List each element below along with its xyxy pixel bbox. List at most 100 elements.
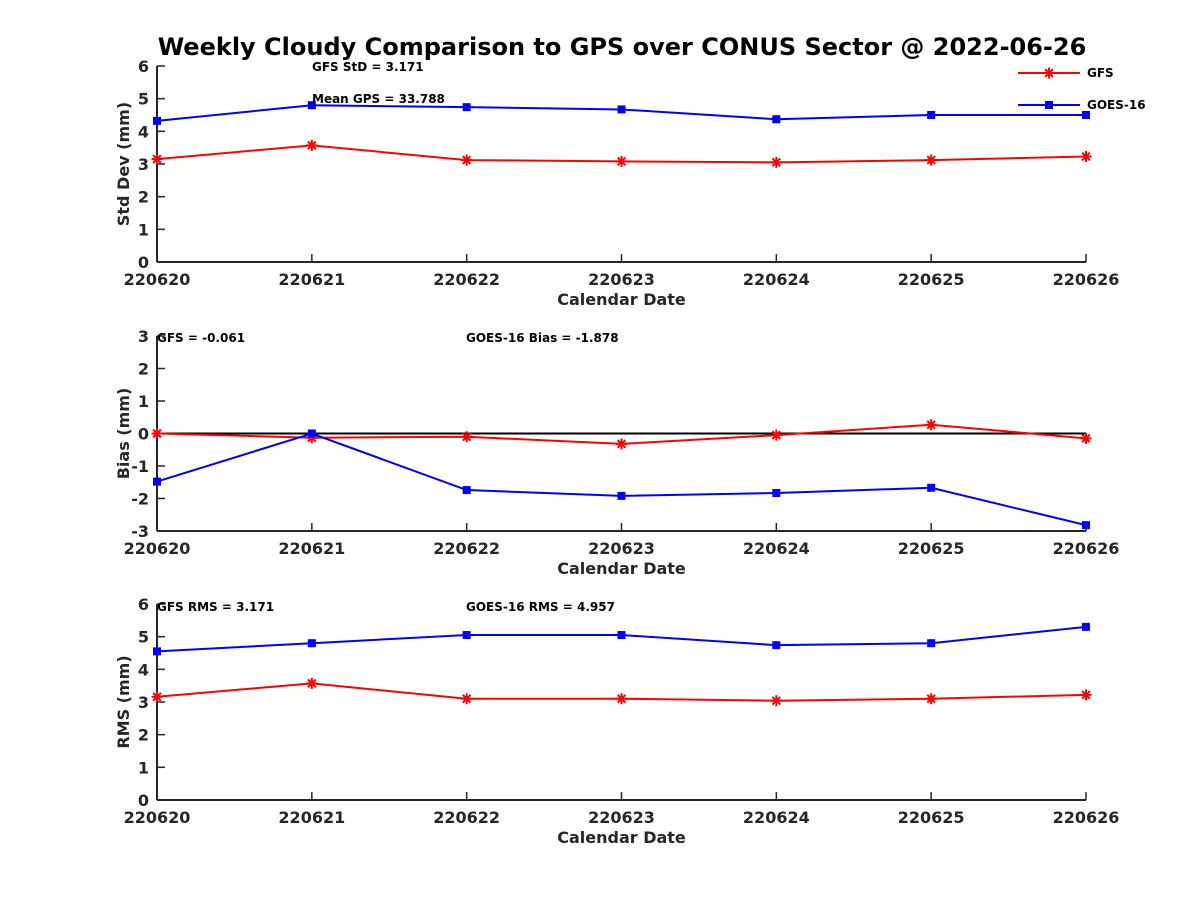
std-ytick-label-1: 1 xyxy=(138,220,149,239)
bias-xtick-label-3: 220623 xyxy=(588,539,655,558)
std-series-gfs-point-4-stroke-3 xyxy=(771,157,781,167)
bias-xtick-label-1: 220621 xyxy=(278,539,345,558)
bias-series-goes16-point-2 xyxy=(462,486,471,495)
legend-entry-gfs: GFS xyxy=(1018,66,1114,80)
bias-ylabel: Bias (mm) xyxy=(114,388,133,480)
rms-xtick-label-1: 220621 xyxy=(278,808,345,827)
rms-ylabel: RMS (mm) xyxy=(114,655,133,748)
std-series-goes16-point-0 xyxy=(153,116,161,125)
std-ytick-label-4: 4 xyxy=(138,122,149,141)
std-series-goes16-point-2 xyxy=(462,103,471,112)
rms-series-goes16-point-3 xyxy=(617,631,626,640)
rms-series-goes16-point-4 xyxy=(772,641,781,650)
std-ylabel: Std Dev (mm) xyxy=(114,102,133,226)
bias-ytick-label-6: 3 xyxy=(138,327,149,346)
std-ytick-label-6: 6 xyxy=(138,57,149,76)
bias-ytick-label-3: 0 xyxy=(138,425,149,444)
legend-marker-gfs-glyph xyxy=(1043,67,1055,79)
std-ytick-label-2: 2 xyxy=(138,188,149,207)
bias-series-gfs-point-6-stroke-3 xyxy=(1081,433,1091,443)
legend-label-gfs: GFS xyxy=(1087,66,1114,80)
std-series-gfs-point-6 xyxy=(1080,150,1092,162)
legend-label-goes16: GOES-16 xyxy=(1087,98,1146,112)
std-xtick-label-3: 220623 xyxy=(588,270,655,289)
std-xtick-label-4: 220624 xyxy=(743,270,810,289)
std-series-goes16-point-4 xyxy=(772,115,781,124)
bias-series-gfs-point-5 xyxy=(925,419,937,431)
rms-series-gfs-point-1-stroke-3 xyxy=(307,678,317,688)
rms-xtick-label-5: 220625 xyxy=(898,808,965,827)
bias-xtick-label-5: 220625 xyxy=(898,539,965,558)
rms-series-gfs-point-3 xyxy=(616,693,627,705)
std-series-gfs-point-4 xyxy=(770,156,782,168)
rms-ytick-label-4: 4 xyxy=(138,660,149,679)
legend-marker-gfs xyxy=(1043,67,1055,79)
bias-xtick-label-6: 220626 xyxy=(1053,539,1120,558)
rms-ytick-label-2: 2 xyxy=(138,726,149,745)
rms-series-gfs-point-6 xyxy=(1080,689,1092,701)
bias-xtick-label-2: 220622 xyxy=(433,539,500,558)
std-series-goes16-point-6 xyxy=(1082,111,1090,119)
legend-entry-goes16: GOES-16 xyxy=(1018,98,1146,112)
rms-annotation-1: GOES-16 RMS = 4.957 xyxy=(466,600,615,614)
rms-xtick-label-4: 220624 xyxy=(743,808,810,827)
std-xtick-label-6: 220626 xyxy=(1053,270,1120,289)
std-xtick-label-1: 220621 xyxy=(278,270,345,289)
bias-series-goes16-point-0 xyxy=(153,477,161,486)
std-ytick-label-3: 3 xyxy=(138,155,149,174)
rms-series-gfs-point-4-stroke-3 xyxy=(771,696,781,706)
rms-series-goes16-point-0 xyxy=(153,647,161,656)
std-series-goes16-point-1 xyxy=(307,101,316,110)
std-series-gfs-point-3 xyxy=(616,155,627,167)
bias-series-gfs-point-4-stroke-3 xyxy=(771,430,781,440)
bias-series-goes16-point-5 xyxy=(927,483,936,492)
rms-series-gfs-point-2 xyxy=(461,693,473,705)
rms-series-goes16-point-6 xyxy=(1082,622,1090,631)
bias-xtick-label-4: 220624 xyxy=(743,539,810,558)
bias-series-goes16-point-6 xyxy=(1082,521,1090,530)
std-series-gfs-point-2 xyxy=(461,154,473,166)
std-xlabel: Calendar Date xyxy=(557,290,686,309)
std-annotation-0: GFS StD = 3.171 xyxy=(312,60,424,74)
std-series-gfs-point-6-stroke-3 xyxy=(1081,151,1091,162)
legend-marker-goes16-glyph xyxy=(1045,101,1053,109)
rms-series-goes16-point-2 xyxy=(462,631,471,640)
std-xtick-label-5: 220625 xyxy=(898,270,965,289)
rms-xtick-label-3: 220623 xyxy=(588,808,655,827)
std-ytick-label-0: 0 xyxy=(138,253,149,272)
bias-ytick-label-0: -3 xyxy=(131,522,149,541)
rms-ytick-label-6: 6 xyxy=(138,595,149,614)
rms-series-gfs-point-0-stroke-3 xyxy=(152,692,162,702)
std-series-gfs-point-1 xyxy=(306,139,318,151)
bias-series-gfs-point-0-stroke-3 xyxy=(152,428,162,439)
rms-series-goes16-point-5 xyxy=(927,639,936,648)
bias-series-gfs-point-4 xyxy=(770,429,782,441)
bias-annotation-1: GOES-16 Bias = -1.878 xyxy=(466,331,619,345)
rms-xtick-label-0: 220620 xyxy=(124,808,191,827)
std-series-gfs-point-5-stroke-3 xyxy=(926,155,936,165)
std-xtick-label-0: 220620 xyxy=(124,270,191,289)
bias-series-gfs-point-3-stroke-3 xyxy=(616,439,627,449)
rms-ytick-label-3: 3 xyxy=(138,693,149,712)
bias-series-gfs-point-2 xyxy=(461,431,473,443)
std-series-goes16-point-5 xyxy=(927,111,936,119)
std-series-gfs-point-0-stroke-3 xyxy=(152,154,162,164)
rms-series-gfs-point-6-stroke-3 xyxy=(1081,690,1091,700)
rms-ytick-label-0: 0 xyxy=(138,791,149,810)
std-series-gfs-point-3-stroke-3 xyxy=(616,156,627,166)
bias-series-gfs-point-3 xyxy=(616,438,627,450)
rms-series-gfs-point-3-stroke-3 xyxy=(616,694,627,704)
bias-ytick-label-1: -2 xyxy=(131,490,149,509)
chart-title: Weekly Cloudy Comparison to GPS over CON… xyxy=(158,33,1087,61)
bias-ytick-label-2: -1 xyxy=(131,457,149,476)
std-series-goes16-point-3 xyxy=(617,105,626,114)
legend-marker-goes16 xyxy=(1045,101,1053,109)
std-series-gfs-point-1-stroke-3 xyxy=(307,140,317,150)
std-series-gfs-point-0 xyxy=(151,153,163,165)
bias-series-gfs-point-0 xyxy=(151,428,163,439)
bias-series-goes16-point-4 xyxy=(772,488,781,497)
legend-marker-gfs-glyph-stroke-3 xyxy=(1044,68,1054,78)
bias-xtick-label-0: 220620 xyxy=(124,539,191,558)
